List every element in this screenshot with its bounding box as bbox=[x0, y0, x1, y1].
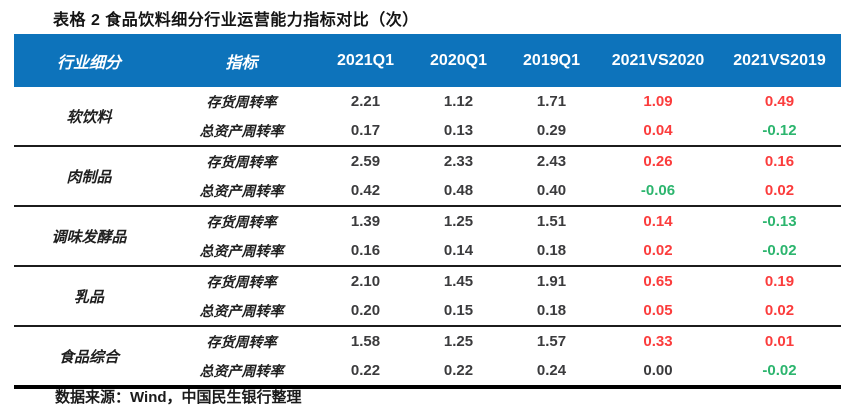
table-row: 肉制品 存货周转率 2.59 2.33 2.43 0.26 0.16 bbox=[14, 146, 841, 186]
indicator-cell: 存货周转率 bbox=[206, 275, 277, 291]
value-cell: 0.22 bbox=[350, 362, 381, 379]
delta-cell: 0.26 bbox=[643, 153, 673, 170]
value-cell: 2.21 bbox=[350, 93, 381, 110]
delta-cell: 0.49 bbox=[764, 93, 795, 110]
value-cell: 0.20 bbox=[350, 302, 381, 319]
delta-cell: 0.01 bbox=[764, 333, 795, 350]
table-row: 调味发酵品 存货周转率 1.39 1.25 1.51 0.14 -0.13 bbox=[14, 206, 841, 246]
indicator-cell: 总资产周转率 bbox=[199, 304, 284, 320]
value-cell: 0.17 bbox=[350, 122, 381, 139]
column-header-2020q1: 2020Q1 bbox=[412, 34, 505, 87]
industry-cell: 调味发酵品 bbox=[51, 229, 127, 246]
source-note: 数据来源：Wind，中国民生银行整理 bbox=[55, 389, 302, 406]
column-header-2021vs2020: 2021VS2020 bbox=[598, 34, 718, 87]
indicator-cell: 总资产周转率 bbox=[199, 244, 284, 260]
industry-group: 软饮料 存货周转率 2.21 1.12 1.71 1.09 0.49 总资产周转率 0.17 0.… bbox=[14, 87, 841, 146]
indicator-cell: 总资产周转率 bbox=[199, 364, 284, 380]
indicator-cell: 存货周转率 bbox=[206, 155, 277, 171]
delta-cell: 0.65 bbox=[643, 273, 673, 290]
column-header-indicator: 指标 bbox=[164, 34, 319, 87]
delta-cell: -0.12 bbox=[762, 122, 797, 139]
value-cell: 0.18 bbox=[536, 302, 567, 319]
indicator-cell: 总资产周转率 bbox=[199, 184, 284, 200]
table-row: 总资产周转率 0.17 0.13 0.29 0.04 -0.12 bbox=[14, 116, 841, 146]
value-cell: 0.18 bbox=[536, 242, 567, 259]
value-cell: 0.42 bbox=[350, 182, 381, 199]
table-row: 软饮料 存货周转率 2.21 1.12 1.71 1.09 0.49 bbox=[14, 87, 841, 126]
value-cell: 1.45 bbox=[443, 273, 474, 290]
industry-cell: 软饮料 bbox=[66, 109, 112, 126]
value-cell: 0.15 bbox=[443, 302, 474, 319]
value-cell: 1.12 bbox=[443, 93, 474, 110]
value-cell: 1.25 bbox=[443, 213, 474, 230]
indicator-cell: 存货周转率 bbox=[206, 95, 277, 111]
industry-cell: 乳品 bbox=[73, 289, 104, 306]
value-cell: 2.10 bbox=[350, 273, 381, 290]
value-cell: 1.39 bbox=[350, 213, 381, 230]
table-row: 总资产周转率 0.16 0.14 0.18 0.02 -0.02 bbox=[14, 236, 841, 266]
delta-cell: 0.00 bbox=[643, 362, 673, 379]
delta-cell: 0.02 bbox=[764, 302, 795, 319]
value-cell: 1.51 bbox=[536, 213, 567, 230]
table-row: 总资产周转率 0.20 0.15 0.18 0.05 0.02 bbox=[14, 296, 841, 326]
table-header: 行业细分 指标 2021Q1 2020Q1 2019Q1 2021VS2020 … bbox=[14, 34, 841, 87]
column-header-2021q1: 2021Q1 bbox=[319, 34, 412, 87]
value-cell: 2.43 bbox=[536, 153, 567, 170]
value-cell: 0.24 bbox=[536, 362, 567, 379]
industry-group: 食品综合 存货周转率 1.58 1.25 1.57 0.33 0.01 总资产周转率 0.22 0… bbox=[14, 326, 841, 387]
data-table: 行业细分 指标 2021Q1 2020Q1 2019Q1 2021VS2020 … bbox=[14, 34, 841, 389]
value-cell: 1.58 bbox=[350, 333, 381, 350]
value-cell: 1.91 bbox=[536, 273, 567, 290]
column-header-2019q1: 2019Q1 bbox=[505, 34, 598, 87]
table-row: 乳品 存货周转率 2.10 1.45 1.91 0.65 0.19 bbox=[14, 266, 841, 306]
delta-cell: -0.13 bbox=[762, 213, 797, 230]
header-row: 行业细分 指标 2021Q1 2020Q1 2019Q1 2021VS2020 … bbox=[14, 34, 841, 87]
indicator-cell: 总资产周转率 bbox=[199, 124, 284, 140]
value-cell: 0.16 bbox=[350, 242, 381, 259]
delta-cell: 0.02 bbox=[764, 182, 795, 199]
delta-cell: 0.02 bbox=[643, 242, 673, 259]
indicator-cell: 存货周转率 bbox=[206, 335, 277, 351]
value-cell: 0.13 bbox=[443, 122, 474, 139]
value-cell: 0.48 bbox=[443, 182, 474, 199]
value-cell: 0.29 bbox=[536, 122, 567, 139]
delta-cell: 0.16 bbox=[764, 153, 795, 170]
value-cell: 1.57 bbox=[536, 333, 567, 350]
delta-cell: 0.14 bbox=[643, 213, 673, 230]
value-cell: 0.22 bbox=[443, 362, 474, 379]
column-header-2021vs2019: 2021VS2019 bbox=[718, 34, 841, 87]
industry-cell: 食品综合 bbox=[58, 349, 119, 366]
table-row: 总资产周转率 0.42 0.48 0.40 -0.06 0.02 bbox=[14, 176, 841, 206]
delta-cell: 0.19 bbox=[764, 273, 795, 290]
table-title: 表格 2 食品饮料细分行业运营能力指标对比（次） bbox=[53, 12, 419, 29]
table-row: 食品综合 存货周转率 1.58 1.25 1.57 0.33 0.01 bbox=[14, 326, 841, 366]
industry-group: 乳品 存货周转率 2.10 1.45 1.91 0.65 0.19 总资产周转率 0.20 0.1… bbox=[14, 266, 841, 326]
delta-cell: -0.02 bbox=[762, 242, 797, 259]
delta-cell: 1.09 bbox=[643, 93, 673, 110]
delta-cell: 0.05 bbox=[643, 302, 673, 319]
delta-cell: 0.04 bbox=[643, 122, 673, 139]
industry-group: 调味发酵品 存货周转率 1.39 1.25 1.51 0.14 -0.13 总资产周转率 0.1… bbox=[14, 206, 841, 266]
column-header-industry: 行业细分 bbox=[14, 34, 164, 87]
delta-cell: -0.06 bbox=[640, 182, 676, 199]
industry-group: 肉制品 存货周转率 2.59 2.33 2.43 0.26 0.16 总资产周转率 0.42 0.… bbox=[14, 146, 841, 206]
value-cell: 0.14 bbox=[443, 242, 474, 259]
value-cell: 1.71 bbox=[536, 93, 567, 110]
delta-cell: -0.02 bbox=[762, 362, 797, 379]
industry-cell: 肉制品 bbox=[66, 169, 112, 186]
value-cell: 2.59 bbox=[350, 153, 381, 170]
value-cell: 2.33 bbox=[443, 153, 474, 170]
delta-cell: 0.33 bbox=[643, 333, 673, 350]
table-row: 总资产周转率 0.22 0.22 0.24 0.00 -0.02 bbox=[14, 356, 841, 387]
value-cell: 0.40 bbox=[536, 182, 567, 199]
value-cell: 1.25 bbox=[443, 333, 474, 350]
indicator-cell: 存货周转率 bbox=[206, 215, 277, 231]
